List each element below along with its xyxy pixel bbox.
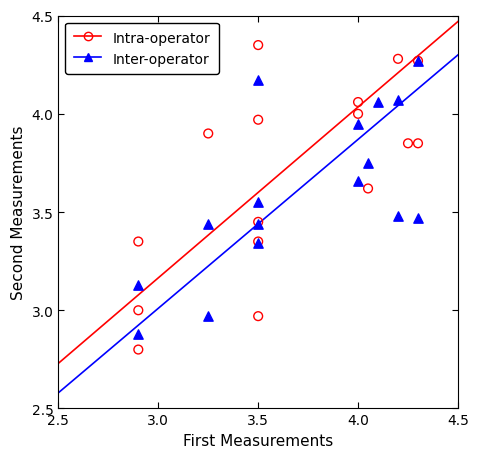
Point [254, 117, 262, 124]
Point [364, 160, 372, 167]
Point [134, 346, 142, 353]
Point [134, 238, 142, 246]
Point [394, 56, 402, 63]
Point [394, 97, 402, 105]
Point [254, 42, 262, 50]
Y-axis label: Second Measurements: Second Measurements [11, 125, 26, 300]
Point [414, 58, 422, 65]
Point [254, 313, 262, 320]
Point [374, 99, 382, 106]
Point [204, 221, 212, 228]
Point [204, 313, 212, 320]
Point [364, 185, 372, 193]
Point [134, 330, 142, 338]
Point [414, 215, 422, 222]
Point [414, 140, 422, 148]
Point [134, 307, 142, 314]
Point [254, 221, 262, 228]
Point [254, 199, 262, 207]
Point [354, 178, 362, 185]
Point [254, 240, 262, 247]
Point [254, 218, 262, 226]
Point [254, 78, 262, 85]
Point [394, 213, 402, 220]
Point [354, 121, 362, 128]
Point [354, 111, 362, 118]
Point [354, 99, 362, 106]
Legend: Intra-operator, Inter-operator: Intra-operator, Inter-operator [65, 23, 219, 75]
Point [204, 130, 212, 138]
X-axis label: First Measurements: First Measurements [183, 433, 333, 448]
Point [404, 140, 412, 148]
Point [414, 58, 422, 65]
Point [254, 238, 262, 246]
Point [134, 281, 142, 289]
